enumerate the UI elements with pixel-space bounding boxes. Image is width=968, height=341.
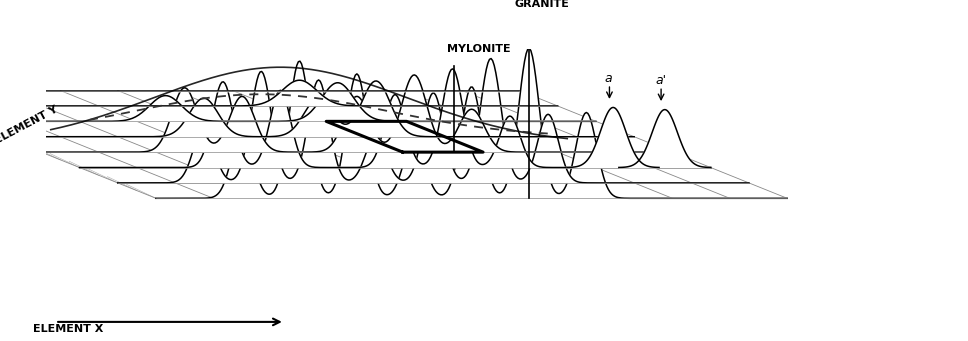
Polygon shape: [0, 83, 596, 121]
Polygon shape: [3, 81, 634, 137]
Text: ELEMENT X: ELEMENT X: [33, 324, 104, 334]
Text: GRANITE: GRANITE: [514, 0, 569, 9]
Text: MYLONITE: MYLONITE: [447, 44, 511, 54]
Polygon shape: [567, 107, 659, 167]
Text: a: a: [604, 72, 612, 85]
Polygon shape: [42, 75, 673, 152]
Polygon shape: [0, 91, 156, 198]
Text: ELEMENT Y: ELEMENT Y: [0, 104, 59, 146]
Polygon shape: [156, 48, 787, 198]
Polygon shape: [79, 69, 711, 167]
Text: a': a': [656, 74, 667, 87]
Polygon shape: [0, 80, 558, 106]
Polygon shape: [619, 110, 711, 167]
Polygon shape: [118, 59, 749, 183]
